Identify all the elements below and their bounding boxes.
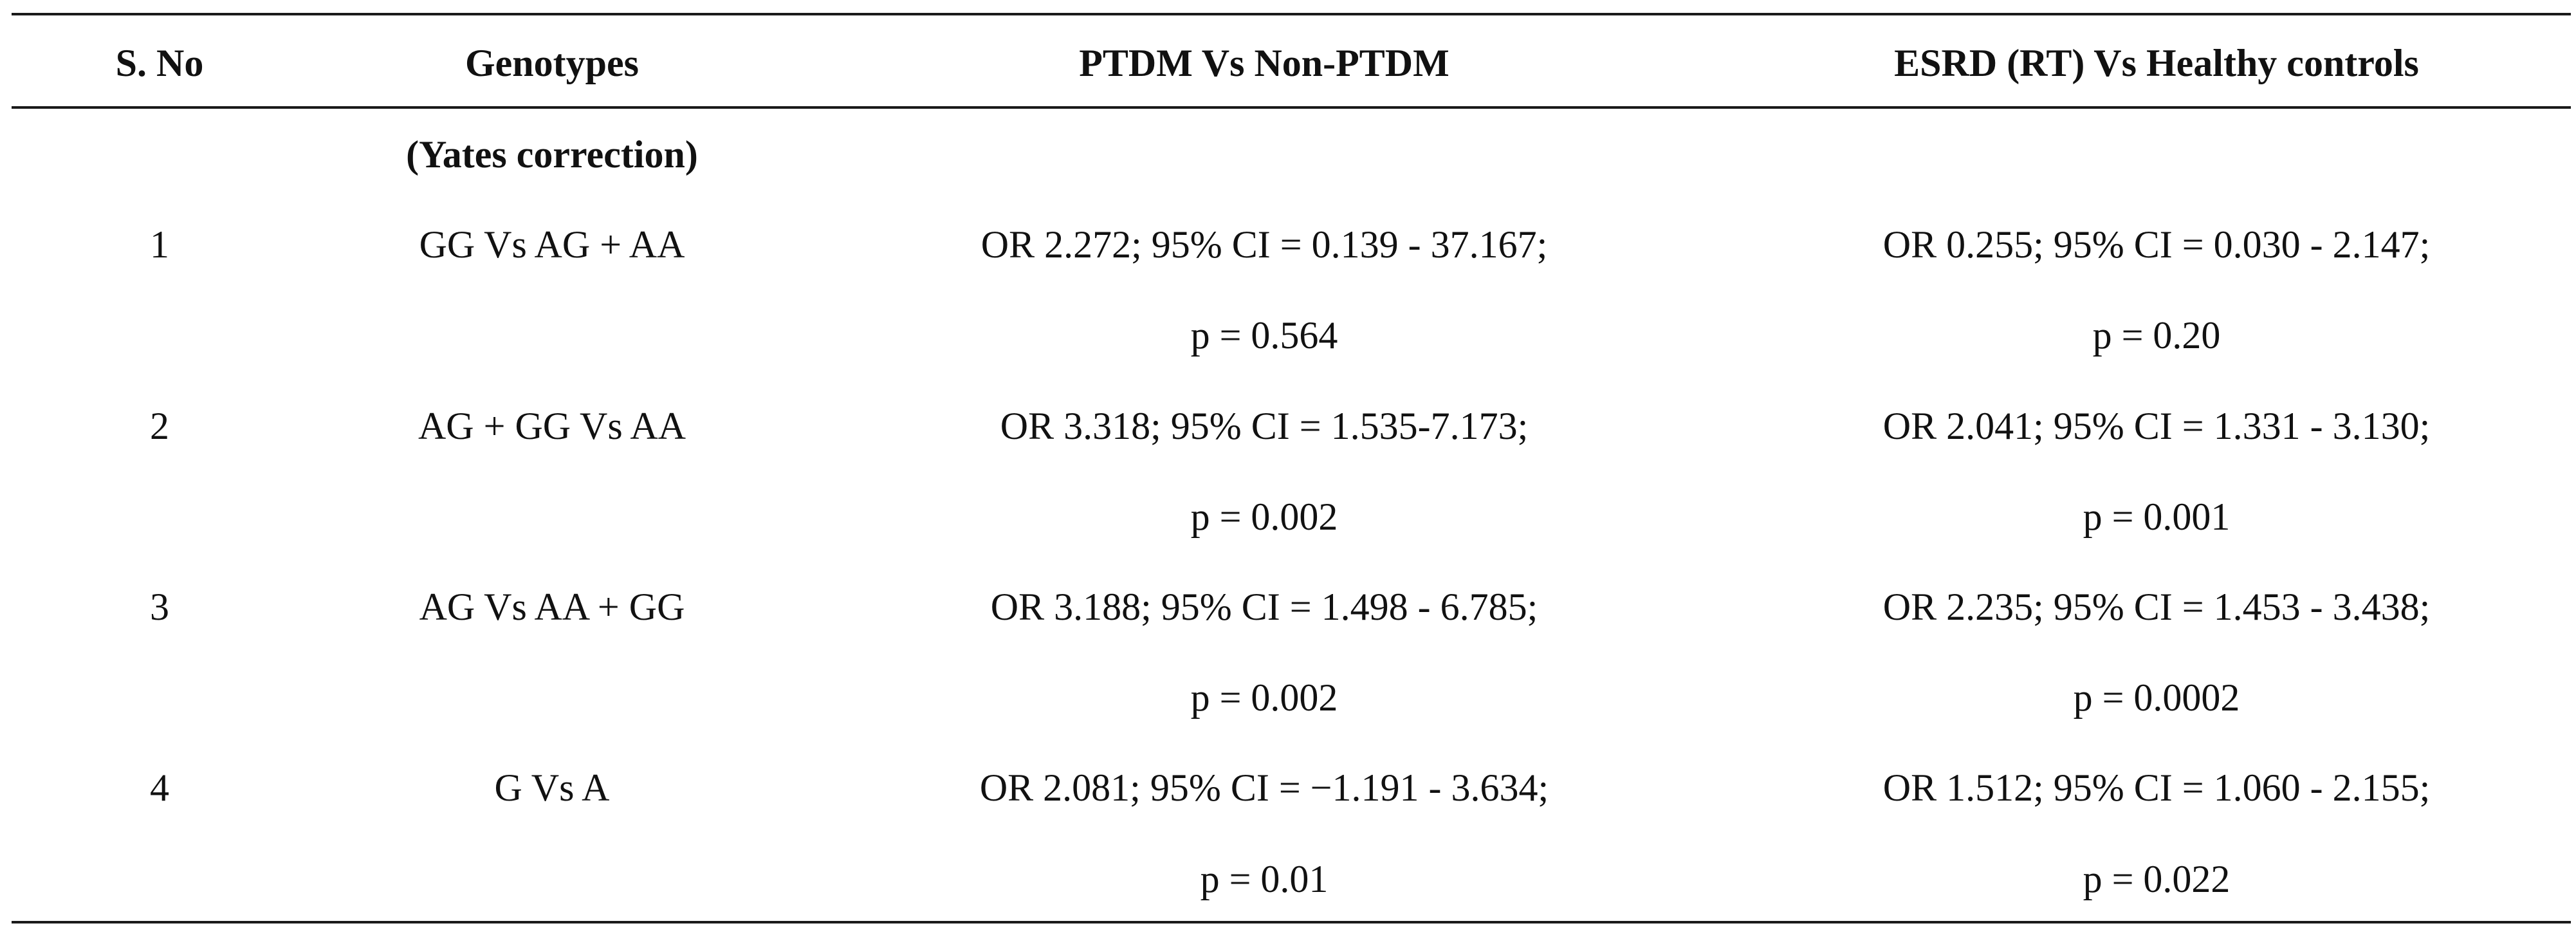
- row-3-sno: 3: [150, 586, 169, 628]
- row-1-esrd-p: p = 0.20: [2092, 314, 2221, 357]
- row-1-ptdm-or: OR 2.272; 95% CI = 0.139 - 37.167;: [980, 223, 1548, 266]
- subheader-yates-correction: (Yates correction): [406, 133, 698, 176]
- row-1-ptdm-p: p = 0.564: [1190, 314, 1338, 357]
- row-2-sno: 2: [150, 405, 169, 447]
- row-2-ptdm-or: OR 3.318; 95% CI = 1.535-7.173;: [1000, 405, 1529, 447]
- table-header-rule: [12, 106, 2571, 109]
- row-1-esrd-or: OR 0.255; 95% CI = 0.030 - 2.147;: [1882, 223, 2431, 266]
- row-3-ptdm-p: p = 0.002: [1190, 676, 1338, 719]
- row-3-esrd-or: OR 2.235; 95% CI = 1.453 - 3.438;: [1882, 586, 2431, 628]
- row-3-genotype: AG Vs AA + GG: [419, 586, 685, 628]
- table-bottom-rule: [12, 921, 2571, 923]
- row-4-ptdm-p: p = 0.01: [1200, 858, 1329, 900]
- row-4-esrd-p: p = 0.022: [2083, 858, 2231, 900]
- row-4-genotype: G Vs A: [494, 766, 610, 809]
- row-3-esrd-p: p = 0.0002: [2073, 676, 2240, 719]
- header-esrd: ESRD (RT) Vs Healthy controls: [1894, 42, 2419, 84]
- row-1-genotype: GG Vs AG + AA: [419, 223, 685, 266]
- header-sno: S. No: [115, 42, 204, 84]
- table-top-rule: [12, 13, 2571, 15]
- row-3-ptdm-or: OR 3.188; 95% CI = 1.498 - 6.785;: [990, 586, 1538, 628]
- header-ptdm: PTDM Vs Non-PTDM: [1079, 42, 1449, 84]
- row-1-sno: 1: [150, 223, 169, 266]
- row-4-esrd-or: OR 1.512; 95% CI = 1.060 - 2.155;: [1882, 766, 2431, 809]
- row-2-esrd-or: OR 2.041; 95% CI = 1.331 - 3.130;: [1882, 405, 2431, 447]
- row-2-ptdm-p: p = 0.002: [1190, 496, 1338, 538]
- row-2-genotype: AG + GG Vs AA: [418, 405, 686, 447]
- row-4-ptdm-or: OR 2.081; 95% CI = −1.191 - 3.634;: [979, 766, 1549, 809]
- row-4-sno: 4: [150, 766, 169, 809]
- row-2-esrd-p: p = 0.001: [2083, 496, 2231, 538]
- header-genotypes: Genotypes: [465, 42, 639, 84]
